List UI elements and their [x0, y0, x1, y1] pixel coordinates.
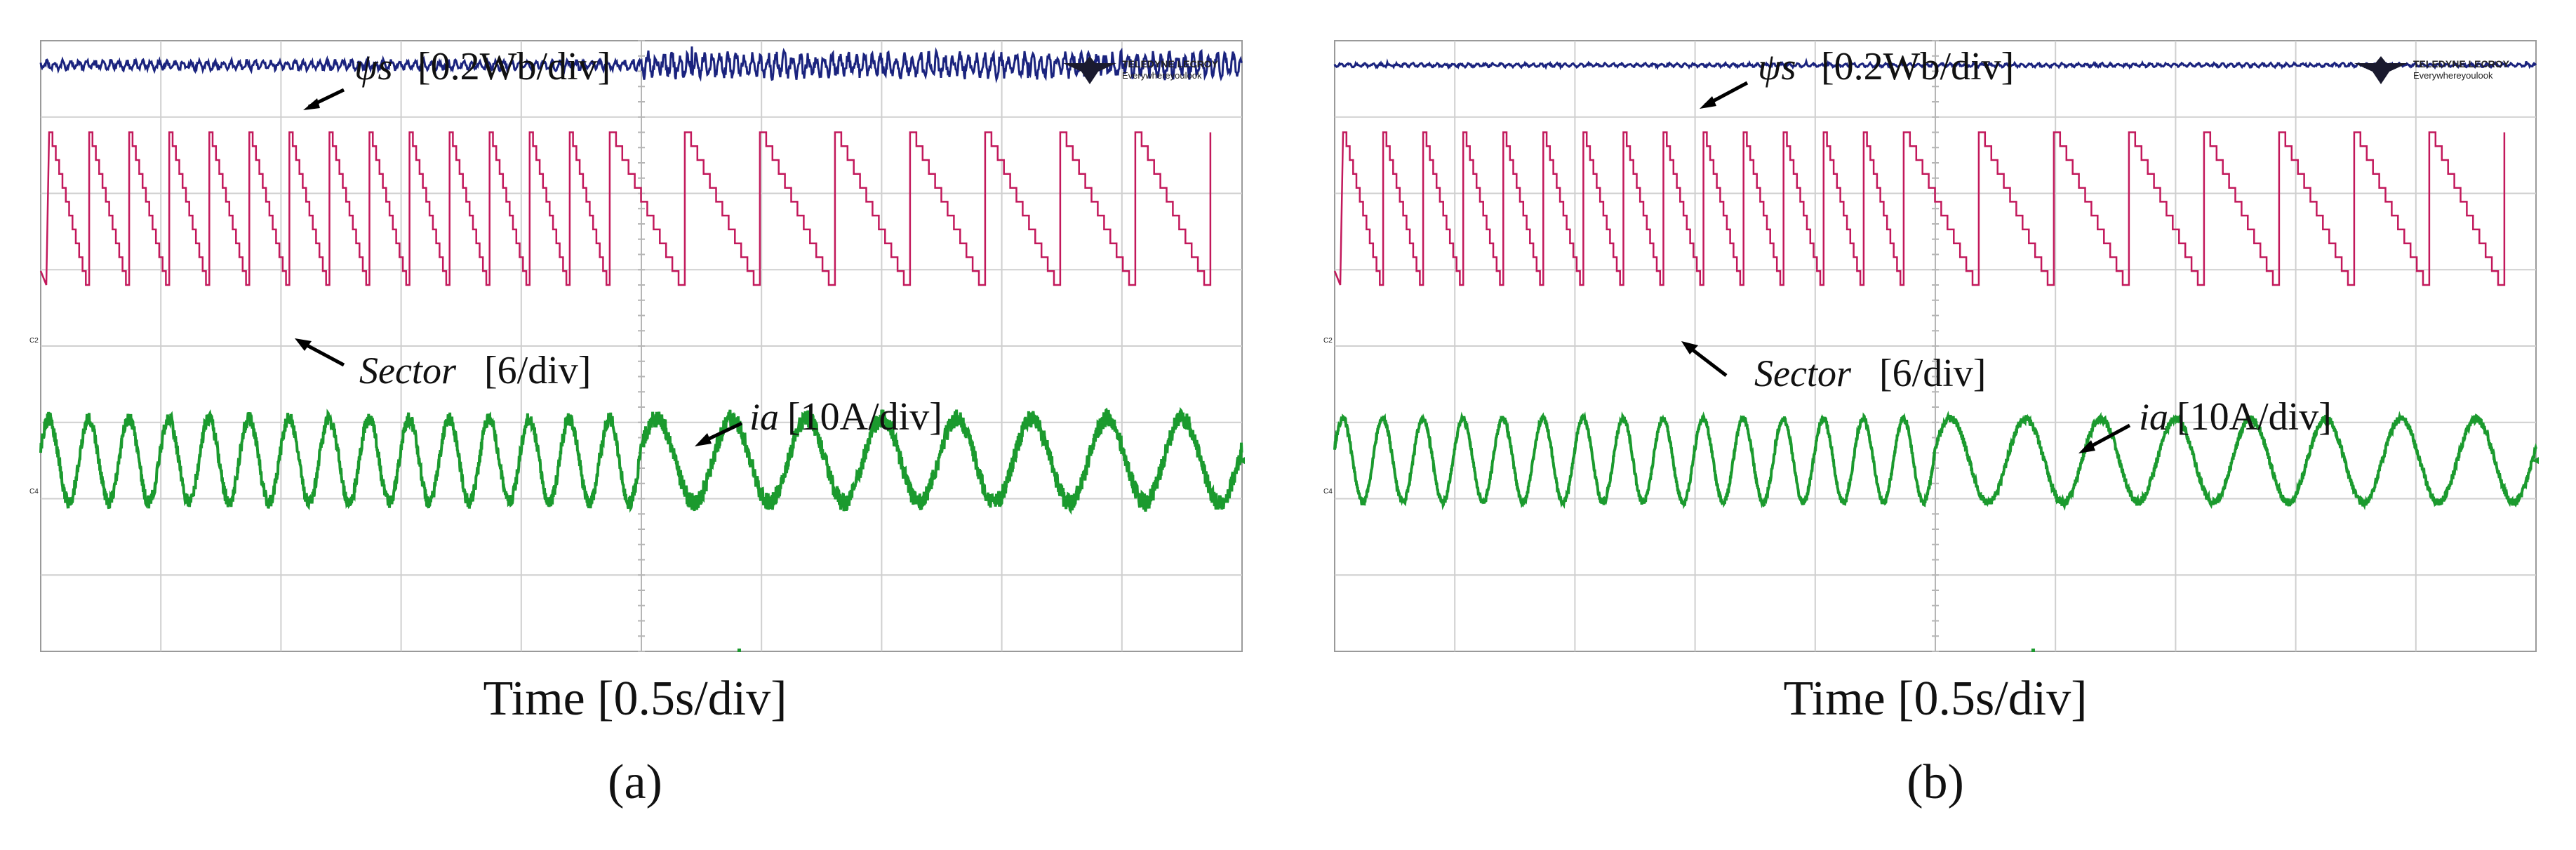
- traces-a: [39, 46, 1245, 652]
- flux-annotation-b: ψs [0.2Wb/div]: [1700, 45, 2014, 109]
- current-trace: [39, 406, 1243, 515]
- logo-mark-icon: [1063, 56, 1116, 84]
- current-annotation-a: ia [10A/div]: [695, 395, 942, 446]
- sector-symbol-b: Sector: [1754, 352, 1852, 394]
- sector-trace: [39, 131, 1212, 286]
- current-annotation-b: ia [10A/div]: [2078, 395, 2332, 453]
- trigger-marker-icon: [737, 649, 741, 652]
- sector-symbol-a: Sector: [359, 350, 457, 392]
- panel-caption-b: (b): [1907, 755, 1964, 809]
- channel-marker-c4-a: C4: [29, 488, 39, 496]
- panel-caption-a: (a): [608, 755, 662, 809]
- flux-symbol-b: ψs: [1758, 46, 1796, 88]
- flux-unit-a: [0.2Wb/div]: [418, 45, 610, 88]
- time-axis-label-a: Time [0.5s/div]: [483, 672, 787, 726]
- current-unit-a: [10A/div]: [787, 395, 942, 439]
- grid-b: [1335, 40, 2536, 652]
- sector-annotation-b: Sector [6/div]: [1681, 341, 1986, 395]
- current-trace: [1333, 411, 2537, 511]
- level-marker-icon: [1238, 457, 1245, 465]
- logo-tagline-a: Everywhereyoulook: [1122, 70, 1202, 81]
- sector-trace: [1333, 131, 2506, 286]
- flux-annotation-a: ψs [0.2Wb/div]: [303, 45, 610, 110]
- time-axis-label-b: Time [0.5s/div]: [1783, 672, 2087, 726]
- level-marker-icon: [2532, 457, 2539, 465]
- panel-b: TELEDYNE LECROY Everywhereyoulook C2 C4 …: [1323, 40, 2539, 809]
- trigger-marker-icon: [2031, 649, 2035, 652]
- logo-brand-b: TELEDYNE LECROY: [2413, 58, 2510, 69]
- flux-symbol-a: ψs: [354, 46, 393, 88]
- flux-unit-b: [0.2Wb/div]: [1821, 45, 2014, 88]
- current-symbol-a: ia: [749, 396, 779, 438]
- teledyne-logo-a: TELEDYNE LECROY Everywhereyoulook: [1063, 56, 1219, 84]
- grid-a: [41, 40, 1242, 652]
- flux-trace: [39, 46, 1243, 84]
- logo-tagline-b: Everywhereyoulook: [2413, 70, 2493, 81]
- current-unit-b: [10A/div]: [2177, 395, 2332, 439]
- channel-marker-c2-b: C2: [1323, 337, 1333, 345]
- flux-trace: [1333, 58, 2537, 71]
- sector-unit-b: [6/div]: [1879, 352, 1986, 395]
- traces-b: [1333, 58, 2539, 652]
- sector-unit-a: [6/div]: [484, 349, 591, 392]
- channel-marker-c2-a: C2: [29, 337, 39, 345]
- sector-annotation-a: Sector [6/div]: [295, 338, 591, 392]
- panel-a: TELEDYNE LECROY Everywhereyoulook C2 C4 …: [29, 40, 1245, 809]
- teledyne-logo-b: TELEDYNE LECROY Everywhereyoulook: [2354, 56, 2510, 84]
- channel-marker-c4-b: C4: [1323, 488, 1333, 496]
- current-symbol-b: ia: [2139, 396, 2168, 438]
- logo-brand-a: TELEDYNE LECROY: [1122, 58, 1219, 69]
- logo-mark-icon: [2354, 56, 2408, 84]
